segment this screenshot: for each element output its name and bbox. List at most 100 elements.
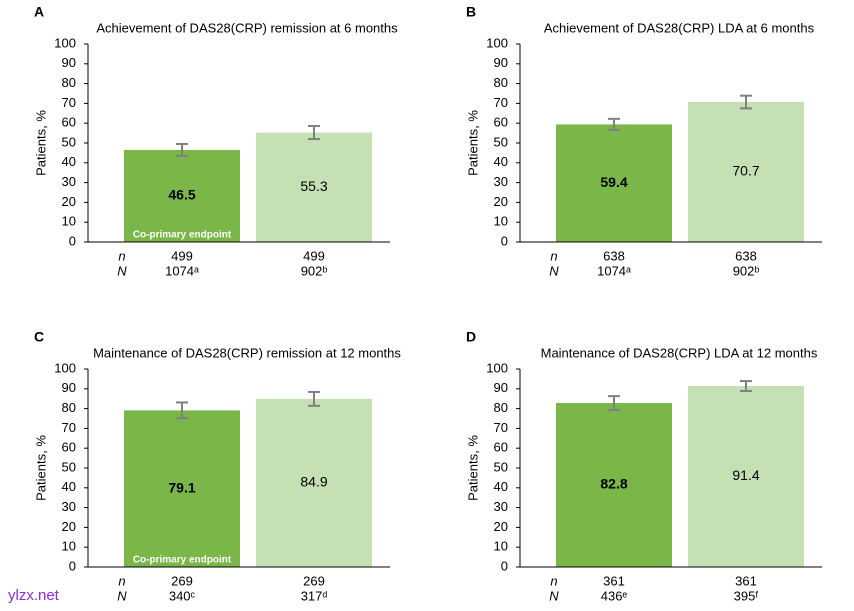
y-tick-label: 10: [494, 214, 508, 229]
value-label: 46.5: [168, 187, 195, 203]
value-label: 59.4: [600, 174, 627, 190]
y-tick-label: 20: [494, 519, 508, 534]
y-axis-label: Patients, %: [465, 110, 480, 176]
y-tick-label: 60: [494, 115, 508, 130]
n-value: 499: [303, 248, 325, 263]
bar: [124, 410, 240, 567]
y-tick-label: 60: [62, 440, 76, 455]
y-tick-label: 40: [494, 479, 508, 494]
y-tick-label: 30: [494, 174, 508, 189]
panel-letter: A: [34, 4, 44, 20]
y-tick-label: 20: [494, 194, 508, 209]
n-label: n: [550, 248, 557, 263]
y-axis-label: Patients, %: [465, 435, 480, 501]
y-tick-label: 100: [54, 35, 76, 50]
value-label: 55.3: [300, 178, 327, 194]
bar: [688, 386, 804, 567]
bar: [256, 398, 372, 567]
N-label: N: [549, 263, 559, 278]
y-tick-label: 70: [494, 420, 508, 435]
y-tick-label: 70: [62, 420, 76, 435]
N-value: 1074ᵃ: [165, 263, 199, 278]
N-label: N: [117, 588, 127, 603]
n-label: n: [118, 248, 125, 263]
y-tick-label: 50: [494, 459, 508, 474]
y-axis-label: Patients, %: [33, 435, 48, 501]
y-tick-label: 0: [69, 558, 76, 573]
bar: [556, 124, 672, 242]
n-label: n: [118, 573, 125, 588]
panel-letter: D: [466, 329, 476, 345]
n-value: 361: [603, 573, 625, 588]
y-tick-label: 90: [62, 55, 76, 70]
y-tick-label: 80: [494, 75, 508, 90]
N-value: 902ᵇ: [301, 263, 328, 278]
y-tick-label: 60: [62, 115, 76, 130]
y-tick-label: 10: [62, 539, 76, 554]
watermark: ylzx.net: [8, 587, 60, 604]
N-value: 1074ᵃ: [597, 263, 631, 278]
annotation: Co-primary endpoint: [133, 555, 232, 566]
chart-title: Achievement of DAS28(CRP) remission at 6…: [96, 20, 398, 35]
value-label: 91.4: [732, 467, 759, 483]
n-value: 638: [735, 248, 757, 263]
N-value: 317ᵈ: [301, 588, 328, 603]
chart-title: Maintenance of DAS28(CRP) LDA at 12 mont…: [541, 345, 818, 360]
N-label: N: [549, 588, 559, 603]
y-tick-label: 50: [62, 459, 76, 474]
y-axis-label: Patients, %: [33, 110, 48, 176]
y-tick-label: 60: [494, 440, 508, 455]
y-tick-label: 20: [62, 519, 76, 534]
panel-letter: C: [34, 329, 44, 345]
n-value: 269: [171, 573, 193, 588]
n-label: n: [550, 573, 557, 588]
N-label: N: [117, 263, 127, 278]
y-tick-label: 90: [62, 380, 76, 395]
y-tick-label: 40: [62, 154, 76, 169]
bar: [256, 132, 372, 242]
N-value: 395ᶠ: [734, 588, 759, 603]
annotation: Co-primary endpoint: [133, 230, 232, 241]
n-value: 269: [303, 573, 325, 588]
y-tick-label: 70: [494, 95, 508, 110]
y-tick-label: 40: [494, 154, 508, 169]
n-value: 499: [171, 248, 193, 263]
value-label: 79.1: [168, 479, 195, 495]
y-tick-label: 50: [62, 134, 76, 149]
y-tick-label: 80: [62, 400, 76, 415]
y-tick-label: 100: [54, 360, 76, 375]
y-tick-label: 40: [62, 479, 76, 494]
value-label: 82.8: [600, 476, 627, 492]
y-tick-label: 90: [494, 55, 508, 70]
panel-letter: B: [466, 4, 476, 20]
y-tick-label: 100: [486, 360, 508, 375]
bar: [556, 403, 672, 567]
n-value: 361: [735, 573, 757, 588]
N-value: 340ᶜ: [169, 588, 196, 603]
y-tick-label: 70: [62, 95, 76, 110]
y-tick-label: 0: [501, 558, 508, 573]
bar: [124, 149, 240, 242]
value-label: 84.9: [300, 474, 327, 490]
y-tick-label: 10: [494, 539, 508, 554]
y-tick-label: 90: [494, 380, 508, 395]
y-tick-label: 0: [69, 233, 76, 248]
n-value: 638: [603, 248, 625, 263]
bar: [688, 102, 804, 242]
y-tick-label: 10: [62, 214, 76, 229]
N-value: 902ᵇ: [733, 263, 760, 278]
value-label: 70.7: [732, 163, 759, 179]
y-tick-label: 80: [494, 400, 508, 415]
y-tick-label: 30: [62, 174, 76, 189]
y-tick-label: 20: [62, 194, 76, 209]
y-tick-label: 30: [62, 499, 76, 514]
y-tick-label: 0: [501, 233, 508, 248]
y-tick-label: 80: [62, 75, 76, 90]
y-tick-label: 100: [486, 35, 508, 50]
y-tick-label: 30: [494, 499, 508, 514]
chart-title: Maintenance of DAS28(CRP) remission at 1…: [93, 345, 401, 360]
N-value: 436ᵉ: [601, 588, 628, 603]
y-tick-label: 50: [494, 134, 508, 149]
chart-title: Achievement of DAS28(CRP) LDA at 6 month…: [544, 20, 815, 35]
